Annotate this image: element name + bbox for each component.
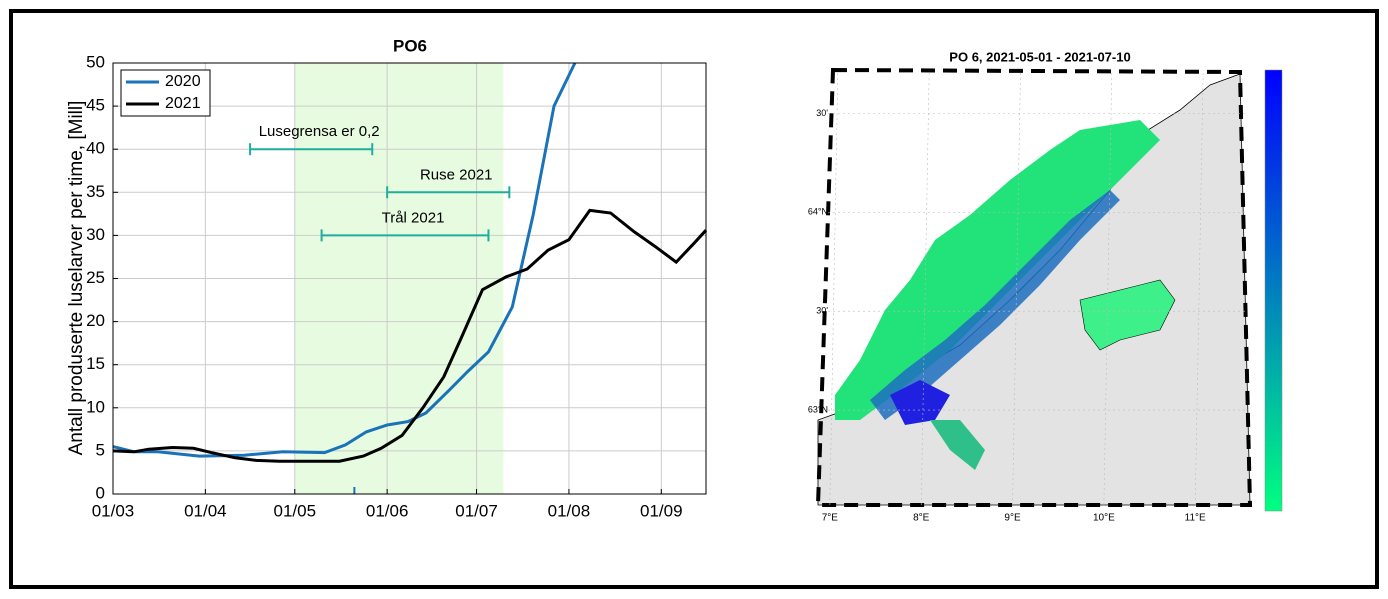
lon-label: 8°E [913,513,930,524]
y-tick-label: 30 [86,225,105,244]
lat-label: 63°N [808,404,828,414]
y-tick-label: 35 [86,182,105,201]
colorbar [1264,69,1283,512]
lon-label: 7°E [822,513,839,524]
legend-label: 2020 [165,73,201,90]
legend-label: 2021 [165,95,201,112]
y-tick-label: 5 [96,440,105,459]
chart-title: PO6 [393,36,427,55]
annotation: Trål 2021 [382,209,445,226]
y-tick-label: 40 [86,139,105,158]
map-title: PO 6, 2021-05-01 - 2021-07-10 [949,49,1130,64]
x-tick-label: 01/07 [455,501,498,520]
x-tick-label: 01/09 [640,501,683,520]
legend-box [120,69,211,117]
fjord-blue [890,380,950,425]
fjord-green [1079,279,1176,351]
x-tick-label: 01/05 [274,501,317,520]
x-tick-label: 01/08 [548,501,591,520]
y-tick-label: 45 [86,96,105,115]
line [112,208,708,463]
annotation: Ruse 2021 [420,166,493,183]
model-domain [835,120,1160,420]
coastal-strip [870,190,1120,420]
line [112,62,577,458]
map: 63°N 30' 64°N 30' 7°E 8°E 9°E 10°E 11°E [808,67,1283,524]
y-tick-label: 20 [86,311,105,330]
y-axis-label: Antall produserte luselarver per time, [… [66,101,87,456]
lon-label: 10°E [1093,513,1115,524]
y-tick-label: 50 [86,52,105,71]
y-tick-label: 0 [96,483,105,502]
x-tick-label: 01/03 [92,501,135,520]
y-tick-label: 15 [86,354,105,373]
y-tick-label: 10 [86,397,105,416]
lon-label: 9°E [1004,513,1021,524]
lat-label: 30' [816,306,828,316]
lat-label: 30' [816,108,828,118]
axes-box [112,62,707,495]
lon-label: 11°E [1185,513,1206,524]
y-tick-label: 25 [86,268,105,287]
lat-label: 64°N [808,207,828,217]
x-tick-label: 01/06 [366,501,409,520]
x-tick-label: 01/04 [184,501,227,520]
map-border [815,67,1253,507]
fjord-south [930,420,985,470]
annotation: Lusegrensa er 0,2 [259,123,380,140]
